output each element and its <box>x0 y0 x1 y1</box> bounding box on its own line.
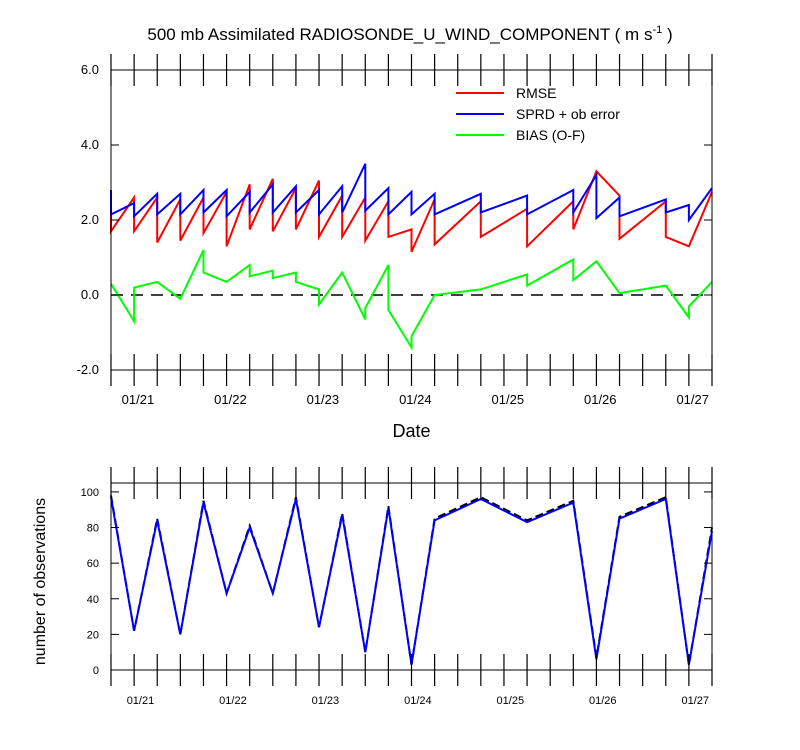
x-tick-label: 01/25 <box>497 695 525 707</box>
series-line-bias-o-f <box>110 249 713 352</box>
chart-title-main: 500 mb Assimilated RADIOSONDE_U_WIND_COM… <box>147 25 652 44</box>
legend-label: SPRD + ob error <box>516 106 620 122</box>
top-x-axis: 01/21 01/22 01/23 01/24 01/25 01/26 01/27 <box>110 54 713 407</box>
x-tick-label: 01/24 <box>399 392 432 407</box>
series-line-rmse <box>110 169 713 253</box>
chart-title: 500 mb Assimilated RADIOSONDE_U_WIND_COM… <box>147 24 672 44</box>
y-tick-label: 20 <box>87 629 99 641</box>
y-tick-label: 100 <box>81 487 99 499</box>
x-tick-label: 01/25 <box>492 392 525 407</box>
bottom-series-group <box>110 495 713 665</box>
chart-title-exponent: -1 <box>652 24 662 36</box>
top-plot-frame <box>110 69 713 371</box>
bottom-y-axis: 0 20 40 60 80 100 <box>81 487 712 677</box>
x-tick-label: 01/21 <box>122 392 155 407</box>
x-tick-label: 01/27 <box>676 392 709 407</box>
series-line-sprd-ob-error <box>110 163 713 224</box>
legend: RMSE SPRD + ob error BIAS (O-F) <box>456 85 620 143</box>
x-tick-label: 01/22 <box>214 392 247 407</box>
y-tick-label: 60 <box>87 558 99 570</box>
bottom-y-axis-label: number of observations <box>32 498 49 665</box>
y-tick-label: 6.0 <box>81 62 99 77</box>
top-x-axis-label: Date <box>392 421 430 441</box>
legend-label: BIAS (O-F) <box>516 127 585 143</box>
x-tick-label: 01/23 <box>307 392 340 407</box>
y-tick-label: -2.0 <box>77 362 99 377</box>
top-y-axis: -2.0 0.0 2.0 4.0 6.0 <box>77 62 712 377</box>
x-tick-label: 01/26 <box>589 695 617 707</box>
y-tick-label: 80 <box>87 523 99 535</box>
legend-label: RMSE <box>516 85 556 101</box>
x-tick-label: 01/27 <box>681 695 709 707</box>
x-tick-label: 01/23 <box>312 695 340 707</box>
x-tick-label: 01/22 <box>219 695 247 707</box>
top-series-group <box>110 163 713 352</box>
x-tick-label: 01/24 <box>404 695 432 707</box>
y-tick-label: 4.0 <box>81 137 99 152</box>
y-tick-label: 0.0 <box>81 287 99 302</box>
y-tick-label: 40 <box>87 594 99 606</box>
bottom-x-axis: 01/21 01/22 01/23 01/24 01/25 01/26 01/27 <box>110 467 713 707</box>
y-tick-label: 2.0 <box>81 212 99 227</box>
x-tick-label: 01/21 <box>127 695 155 707</box>
x-tick-label: 01/26 <box>584 392 617 407</box>
chart-title-close: ) <box>662 25 672 44</box>
y-tick-label: 0 <box>93 665 99 677</box>
top-panel: -2.00.02.04.06.0 01/21 01/22 01/23 01/24 01/… <box>77 54 713 441</box>
series-line-observations-assimilated <box>110 497 713 665</box>
